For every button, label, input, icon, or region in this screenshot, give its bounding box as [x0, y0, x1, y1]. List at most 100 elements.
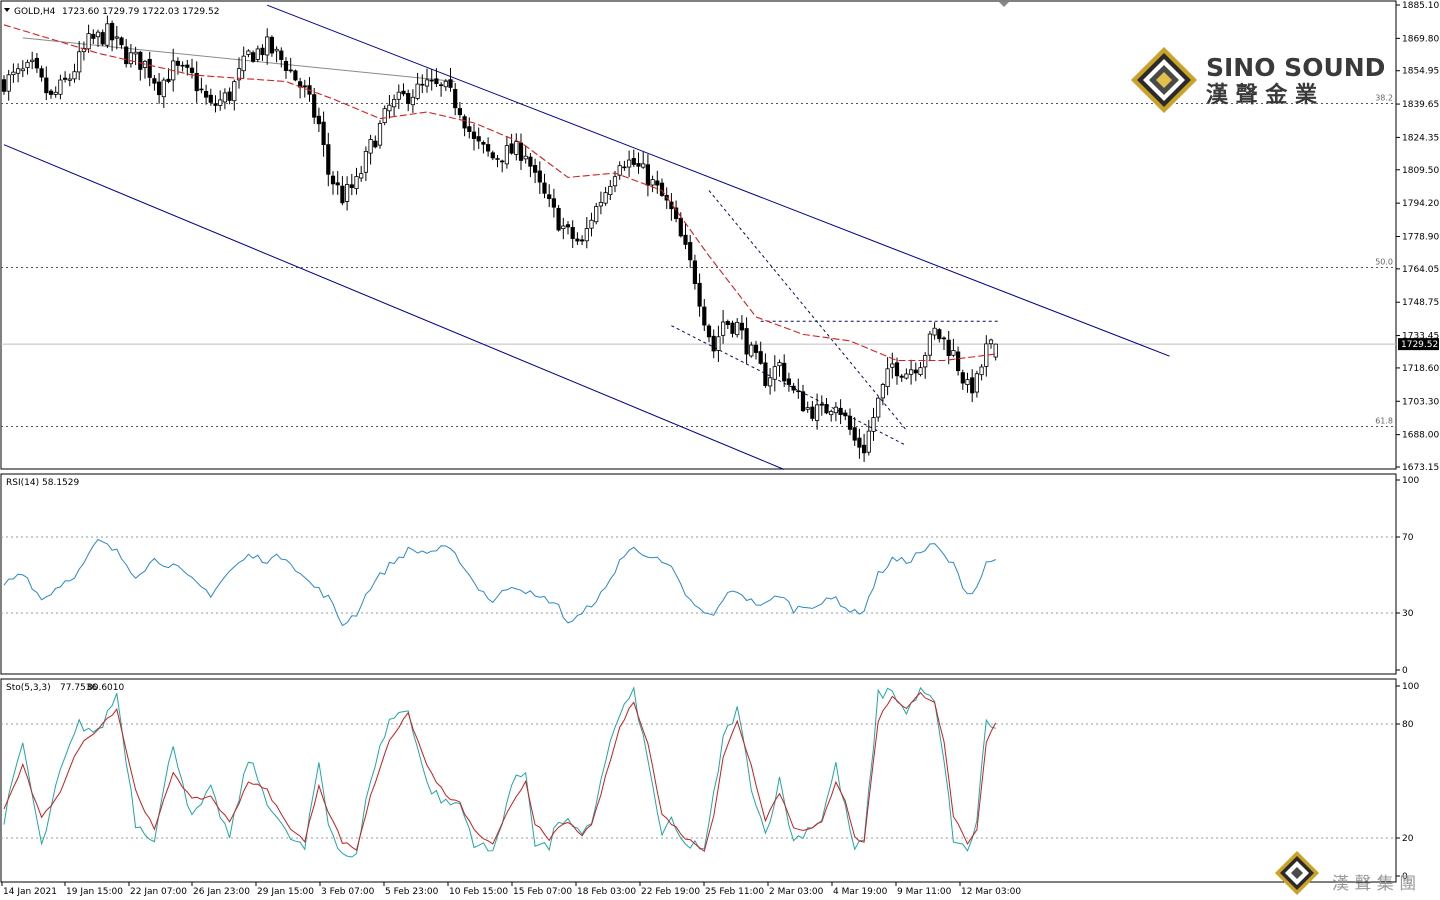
- price-tick-label: 1688.00: [1402, 431, 1439, 441]
- candle: [805, 401, 810, 413]
- candle: [674, 200, 679, 223]
- candle: [156, 73, 162, 104]
- candle: [533, 158, 538, 184]
- trend-lines[interactable]: [3, 4, 1170, 470]
- candle-body: [166, 78, 171, 82]
- candle: [420, 74, 425, 93]
- candle: [683, 223, 688, 250]
- candle: [833, 401, 839, 422]
- candle: [537, 161, 542, 194]
- chart-shift-icon[interactable]: [999, 2, 1009, 7]
- candle: [993, 343, 998, 361]
- candle-body: [880, 384, 886, 399]
- time-tick-label: 12 Mar 03:00: [961, 887, 1021, 897]
- time-axis[interactable]: 14 Jan 2021 19 Jan 15:00 22 Jan 07:00 26 Ja…: [1, 882, 1021, 897]
- candle-body: [448, 79, 453, 88]
- candle: [269, 35, 275, 57]
- candle-body: [763, 362, 768, 386]
- candle-body: [965, 379, 970, 385]
- candle: [974, 370, 980, 398]
- candle-body: [918, 367, 923, 376]
- candle: [260, 44, 265, 61]
- symbol-menu-icon[interactable]: [4, 8, 10, 12]
- price-axis[interactable]: 1885.10 1869.80 1854.95 1839.65 1824.35 1809.…: [1396, 1, 1439, 473]
- price-tick-label: 1839.65: [1402, 100, 1439, 110]
- candle: [227, 87, 232, 105]
- candle-body: [749, 344, 754, 357]
- candle: [434, 68, 439, 87]
- time-tick-label: 22 Jan 07:00: [130, 887, 187, 897]
- candle: [232, 79, 237, 111]
- candle-body: [11, 71, 16, 76]
- candle: [735, 318, 740, 338]
- candle: [373, 135, 378, 149]
- sto-label: Sto(5,3,3): [6, 683, 51, 693]
- candle-body: [110, 23, 115, 41]
- candle: [312, 87, 317, 124]
- candle: [970, 369, 975, 403]
- candle-body: [283, 60, 289, 71]
- candle-body: [622, 166, 627, 169]
- candle: [721, 310, 726, 344]
- candle: [514, 133, 519, 161]
- price-tick-label: 1869.80: [1402, 34, 1439, 44]
- candle-body: [542, 182, 547, 194]
- candle-body: [725, 321, 730, 326]
- candle: [119, 36, 124, 49]
- candle: [744, 317, 749, 364]
- time-tick-label: 14 Jan 2021: [3, 887, 57, 897]
- candle-body: [429, 79, 434, 82]
- stochastic-panel: 100 80 20 0: [1, 682, 1419, 882]
- candle-body: [227, 91, 232, 101]
- candle: [862, 433, 867, 462]
- price-tick-label: 1718.60: [1402, 364, 1439, 374]
- rsi-panel: 100 70 30 0: [1, 476, 1419, 676]
- candle-body: [993, 343, 998, 358]
- candle-body: [6, 74, 11, 92]
- candle-body: [688, 242, 693, 261]
- candle-body: [697, 282, 702, 307]
- candle: [274, 46, 279, 63]
- candle: [561, 217, 566, 240]
- candle: [152, 75, 157, 91]
- candle: [866, 420, 871, 456]
- candle-body: [951, 350, 956, 356]
- candle-body: [260, 47, 265, 56]
- candle: [288, 57, 293, 73]
- candle-body: [293, 70, 298, 81]
- brand-watermark: 漢 聲 集 團: [1275, 851, 1416, 895]
- candle: [495, 155, 500, 168]
- candle: [401, 83, 406, 97]
- candle: [340, 176, 345, 206]
- time-tick-label: 26 Jan 23:00: [193, 887, 250, 897]
- candle-body: [984, 343, 989, 367]
- candle-body: [312, 94, 317, 118]
- candle: [988, 338, 994, 349]
- candle: [349, 173, 354, 196]
- candle-body: [894, 362, 900, 377]
- candle-body: [716, 336, 721, 351]
- candle-body: [471, 131, 477, 140]
- candle-body: [377, 123, 383, 146]
- candle-body: [815, 404, 820, 421]
- candle: [222, 88, 227, 110]
- candle-body: [185, 64, 190, 68]
- candle: [15, 63, 21, 83]
- candle-body: [467, 126, 472, 132]
- brand-name-en: SINO SOUND: [1206, 53, 1385, 82]
- candle: [457, 101, 463, 119]
- candle-body: [462, 116, 467, 129]
- candle: [467, 117, 472, 139]
- candle-body: [970, 377, 975, 394]
- indicator-tick-label: 80: [1402, 720, 1414, 730]
- candle-body: [913, 369, 918, 374]
- candle: [617, 161, 622, 180]
- candle: [142, 59, 148, 79]
- candle: [763, 353, 768, 388]
- candle: [847, 408, 853, 436]
- time-tick-label: 22 Feb 19:00: [641, 887, 700, 897]
- candle-body: [923, 355, 928, 368]
- candle-body: [138, 51, 143, 70]
- indicator-tick-label: 20: [1402, 834, 1414, 844]
